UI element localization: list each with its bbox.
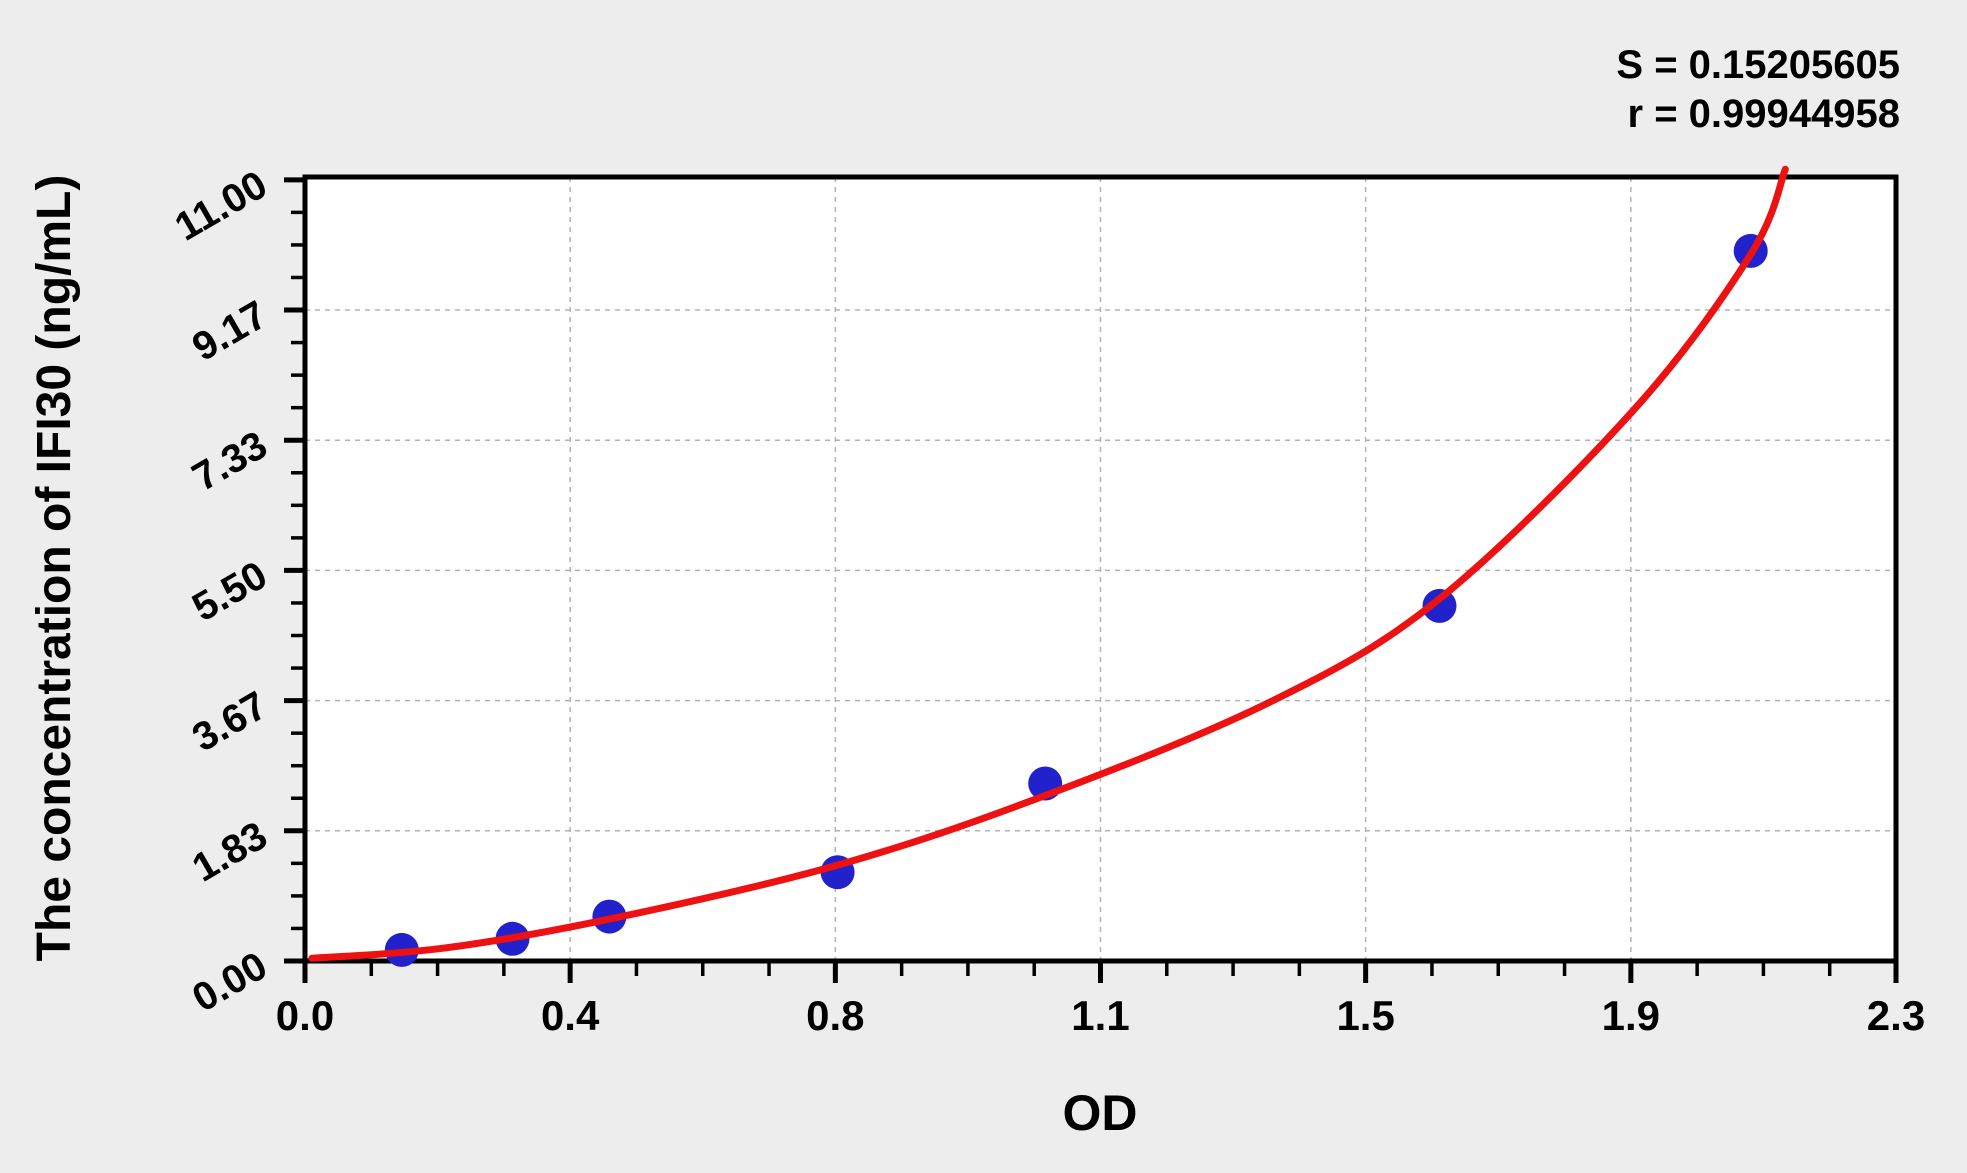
y-tick-label: 11.00	[168, 163, 275, 250]
x-tick-label: 0.0	[276, 992, 334, 1039]
x-tick-label: 1.1	[1071, 992, 1129, 1039]
fit-curve	[308, 165, 1789, 962]
plot-border	[302, 174, 1899, 964]
y-tick-label: 3.67	[185, 683, 274, 760]
x-tick-label: 1.5	[1336, 992, 1394, 1039]
gridlines	[305, 177, 1896, 961]
x-axis-title: OD	[1063, 1085, 1138, 1141]
y-tick-label: 5.50	[185, 553, 274, 630]
y-tick-label: 0.00	[185, 944, 274, 1021]
x-tick-label: 0.8	[806, 992, 864, 1039]
stat-r-value: r = 0.99944958	[1628, 92, 1900, 136]
x-tick-label: 0.4	[541, 992, 600, 1039]
y-tick-label: 1.83	[185, 813, 274, 890]
standard-data-point	[1422, 588, 1457, 623]
x-tick-label: 1.9	[1602, 992, 1660, 1039]
y-tick-label: 9.17	[185, 293, 274, 370]
x-tick-label: 2.3	[1867, 992, 1925, 1039]
y-axis-title: The concentration of IFI30 (ng/mL)	[28, 175, 81, 962]
stat-s-value: S = 0.15205605	[1616, 43, 1900, 87]
y-tick-label: 7.33	[185, 423, 274, 500]
y-tick-labels: 0.00 1.83 3.67 5.50 7.33 9.17 11.00	[168, 163, 275, 1021]
fitted-curve-path	[308, 165, 1789, 962]
x-tick-labels: 0.0 0.4 0.8 1.1 1.5 1.9 2.3	[276, 992, 1925, 1039]
